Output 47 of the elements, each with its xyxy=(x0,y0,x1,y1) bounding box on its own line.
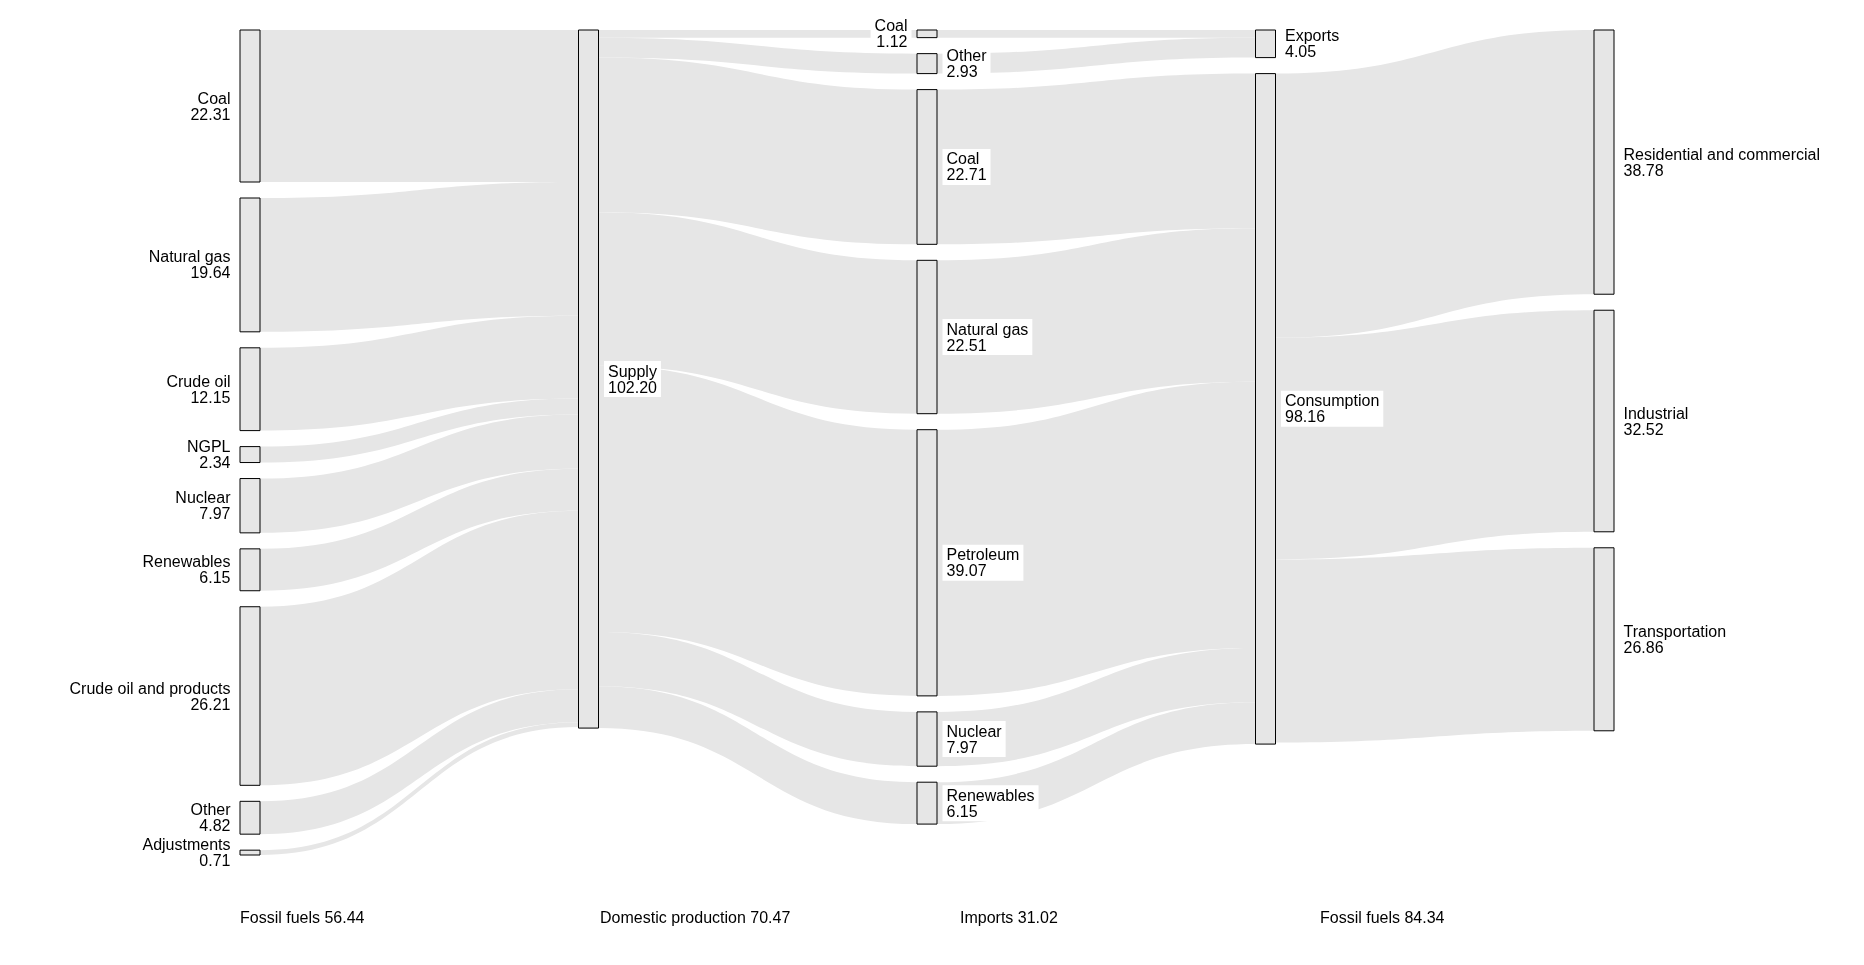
data-label: 32.52 xyxy=(1623,420,1664,438)
category-label: Other xyxy=(190,801,232,819)
text: Fossil fuels 56.44 xyxy=(240,908,365,926)
category-label: Coal xyxy=(874,17,908,35)
data-label: 4.05 xyxy=(1285,43,1317,61)
data-label: 12.15 xyxy=(190,388,231,406)
text: Imports 31.02 xyxy=(960,908,1058,926)
data-label: 4.82 xyxy=(199,817,231,835)
data-label: 6.15 xyxy=(946,802,978,820)
data-label: 39.07 xyxy=(946,562,987,580)
category-label: Exports xyxy=(1285,27,1340,45)
category-label: Renewables xyxy=(142,553,231,571)
category-label: Nuclear xyxy=(175,489,232,507)
data-label: 22.31 xyxy=(190,105,231,123)
category-label: Natural gas xyxy=(148,248,231,266)
text: Domestic production 70.47 xyxy=(600,908,791,926)
data-label: 2.34 xyxy=(199,454,231,472)
category-label: Crude oil xyxy=(166,372,231,390)
text: Fossil fuels 84.34 xyxy=(1320,908,1445,926)
data-label: 1.12 xyxy=(876,33,908,51)
category-label: Industrial xyxy=(1623,404,1689,422)
data-label: 7.97 xyxy=(946,738,978,756)
data-label: 26.21 xyxy=(190,695,231,713)
category-label: Nuclear xyxy=(946,722,1003,740)
data-label: 19.64 xyxy=(190,264,231,282)
data-label: 22.51 xyxy=(946,336,987,354)
data-label: 98.16 xyxy=(1285,408,1326,426)
category-label: Petroleum xyxy=(946,546,1020,564)
category-label: Residential and commercial xyxy=(1623,145,1821,163)
category-label: Transportation xyxy=(1623,622,1727,640)
category-label: Natural gas xyxy=(946,320,1029,338)
data-label: 38.78 xyxy=(1623,161,1664,179)
category-label: Supply xyxy=(608,362,657,380)
data-label: 7.97 xyxy=(199,505,231,523)
category-label: Adjustments xyxy=(142,836,231,854)
category-label: Coal xyxy=(946,150,980,168)
category-label: Coal xyxy=(197,89,231,107)
data-label: 22.71 xyxy=(946,166,987,184)
category-label: Other xyxy=(946,47,988,65)
category-label: Consumption xyxy=(1285,392,1380,410)
data-label: 6.15 xyxy=(199,569,231,587)
data-label: 2.93 xyxy=(946,63,978,81)
category-label: Renewables xyxy=(946,786,1035,804)
category-label: Crude oil and products xyxy=(69,679,231,697)
data-label: 26.86 xyxy=(1623,638,1664,656)
data-label: 0.71 xyxy=(199,852,231,870)
category-label: NGPL xyxy=(186,438,231,456)
